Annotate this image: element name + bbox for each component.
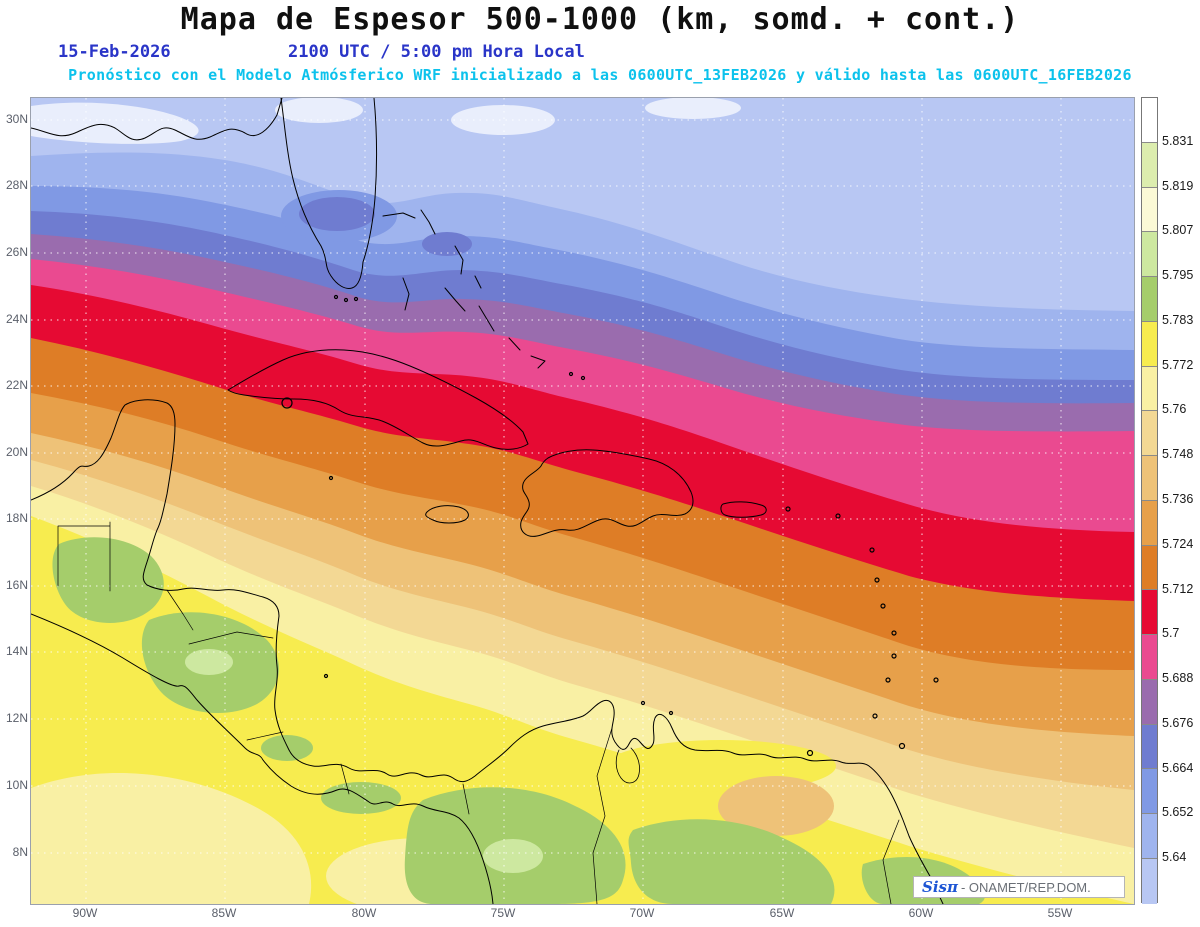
- colorbar-swatch: [1142, 98, 1157, 143]
- colorbar-label: 5.724: [1162, 536, 1194, 551]
- jamaica-coastline: [425, 505, 469, 524]
- colorbar-swatch: [1142, 142, 1157, 188]
- colorbar-swatch: [1142, 187, 1157, 233]
- forecast-note: Pronóstico con el Modelo Atmósferico WRF…: [68, 66, 1132, 84]
- lon-tick-label: 70W: [629, 906, 655, 920]
- colorbar-label: 5.64: [1162, 850, 1187, 865]
- lat-tick-label: 30N: [5, 112, 28, 126]
- colorbar-swatch: [1142, 814, 1157, 860]
- watermark: Sisπ - ONAMET/REP.DOM.: [913, 876, 1125, 898]
- lat-tick-label: 8N: [12, 845, 28, 859]
- lat-tick-label: 12N: [5, 711, 28, 725]
- local-time-label: 2100 UTC / 5:00 pm Hora Local: [288, 42, 585, 62]
- colorbar-swatch: [1142, 590, 1157, 636]
- colorbar-label: 5.652: [1162, 805, 1194, 820]
- colorbar-swatch: [1142, 545, 1157, 591]
- thickness-contour-map: [31, 98, 1134, 904]
- colorbar-swatch: [1142, 232, 1157, 278]
- central-america-caribbean-coastline: [31, 399, 944, 904]
- colorbar-swatch: [1142, 366, 1157, 412]
- colorbar-label: 5.688: [1162, 671, 1194, 686]
- colorbar-label: 5.7: [1162, 626, 1180, 641]
- colorbar-label: 5.736: [1162, 492, 1194, 506]
- colorbar-swatch: [1142, 277, 1157, 322]
- brand-label: Sisπ: [922, 878, 958, 896]
- contour-detail-patches: [31, 190, 985, 904]
- lat-tick-label: 20N: [5, 445, 28, 459]
- lon-tick-label: 55W: [1047, 906, 1073, 920]
- colorbar-label: 5.807: [1162, 223, 1194, 238]
- lat-tick-label: 24N: [5, 312, 28, 326]
- lake-maracaibo: [615, 747, 640, 784]
- grid-lines: [31, 98, 1134, 904]
- lat-tick-label: 26N: [5, 245, 28, 259]
- lon-tick-label: 65W: [769, 906, 795, 920]
- colorbar-swatch: [1142, 679, 1157, 725]
- lat-tick-label: 10N: [5, 778, 28, 792]
- colorbar-label: 5.748: [1162, 447, 1194, 462]
- small-islands: [281, 294, 939, 757]
- lon-tick-label: 85W: [211, 906, 237, 920]
- pacific-coastline: [31, 613, 494, 904]
- country-borders: [57, 521, 900, 904]
- lat-tick-label: 28N: [5, 178, 28, 192]
- lon-tick-label: 60W: [908, 906, 934, 920]
- hispaniola-coastline: [520, 449, 694, 537]
- florida-coastline: [280, 98, 377, 289]
- colorbar: [1141, 97, 1158, 904]
- colorbar-label: 5.772: [1162, 357, 1194, 372]
- lat-tick-label: 14N: [5, 644, 28, 658]
- lat-tick-label: 16N: [5, 578, 28, 592]
- colorbar-label: 5.76: [1162, 402, 1187, 417]
- lon-tick-label: 80W: [351, 906, 377, 920]
- colorbar-label: 5.795: [1162, 268, 1194, 283]
- colorbar-swatch: [1142, 500, 1157, 546]
- colorbar-label: 5.819: [1162, 178, 1194, 193]
- colorbar-label: 5.783: [1162, 312, 1194, 327]
- colorbar-swatch: [1142, 859, 1157, 904]
- colorbar-swatch: [1142, 769, 1157, 815]
- map-plot: [30, 97, 1135, 905]
- colorbar-label: 5.664: [1162, 760, 1194, 775]
- date-label: 15-Feb-2026: [58, 42, 171, 62]
- lat-tick-label: 18N: [5, 511, 28, 525]
- puertorico-coastline: [720, 501, 767, 518]
- gulf-coastline: [31, 98, 283, 141]
- colorbar-label: 5.676: [1162, 715, 1194, 730]
- colorbar-label: 5.712: [1162, 581, 1194, 596]
- lat-tick-label: 22N: [5, 378, 28, 392]
- bahamas-coastlines: [382, 209, 546, 369]
- colorbar-swatch: [1142, 724, 1157, 770]
- watermark-suffix: - ONAMET/REP.DOM.: [960, 879, 1091, 895]
- colorbar-swatch: [1142, 635, 1157, 680]
- lon-tick-label: 75W: [490, 906, 516, 920]
- page-title: Mapa de Espesor 500-1000 (km, somd. + co…: [180, 2, 1020, 37]
- colorbar-label: 5.831: [1162, 133, 1194, 148]
- coastlines: [31, 98, 944, 904]
- cuba-coastline: [227, 349, 529, 450]
- colorbar-swatch: [1142, 411, 1157, 457]
- colorbar-swatch: [1142, 321, 1157, 367]
- colorbar-swatch: [1142, 456, 1157, 501]
- lon-tick-label: 90W: [72, 906, 98, 920]
